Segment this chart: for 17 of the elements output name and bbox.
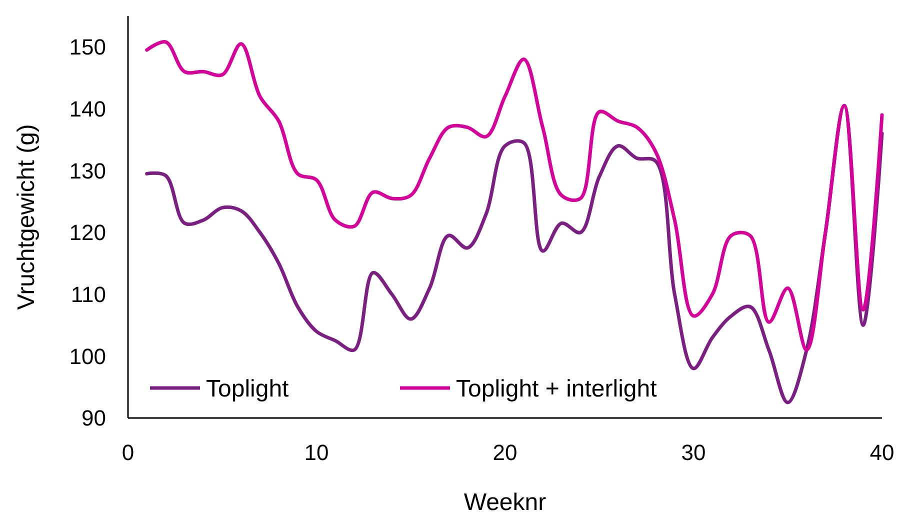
y-tick-label: 100 <box>69 344 106 369</box>
x-tick-label: 30 <box>681 440 706 465</box>
legend-label: Toplight + interlight <box>456 375 658 402</box>
y-tick-label: 130 <box>69 158 106 184</box>
x-tick-label: 40 <box>870 440 894 465</box>
x-axis-title: Weeknr <box>464 489 546 516</box>
y-tick-label: 90 <box>82 406 106 431</box>
y-tick-label: 140 <box>69 96 106 122</box>
y-tick-label: 110 <box>70 282 106 308</box>
x-tick-label: 10 <box>304 440 329 465</box>
x-tick-label: 0 <box>122 440 134 465</box>
legend-label: Toplight <box>206 375 290 402</box>
x-tick-label: 20 <box>492 440 518 465</box>
line-series <box>145 40 884 352</box>
y-tick-label: 120 <box>69 220 106 246</box>
y-axis-title: Vruchtgewicht (g) <box>13 124 40 310</box>
y-tick-label: 150 <box>69 34 106 60</box>
